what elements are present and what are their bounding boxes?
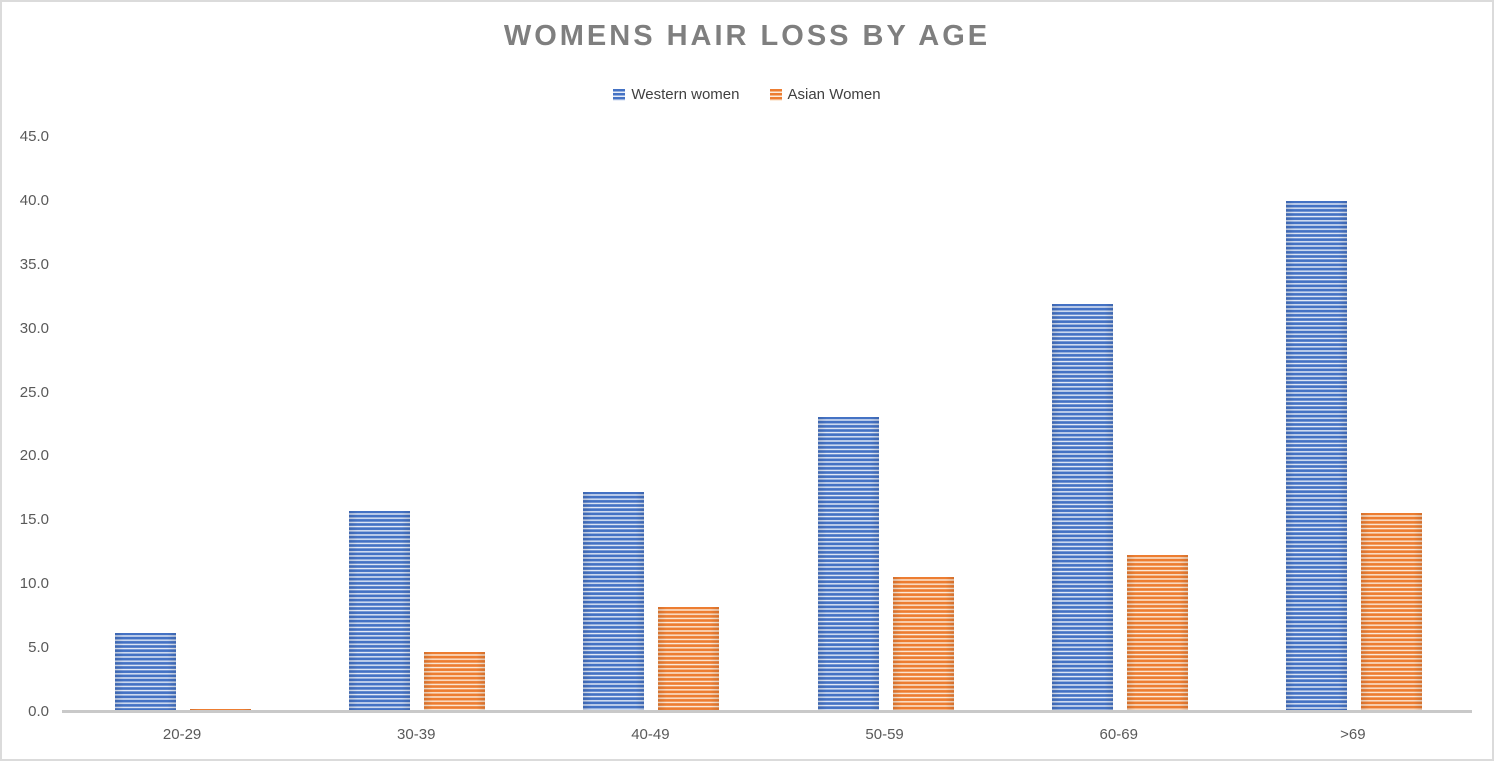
bar-group-50-59 <box>768 137 1002 712</box>
x-axis-label->69: >69 <box>1340 726 1366 743</box>
bar-group-40-49 <box>533 137 767 712</box>
bar-group-60-69 <box>1002 137 1236 712</box>
y-axis-tick-label-30.0: 30.0 <box>19 319 49 337</box>
bar-asian-women-60-69 <box>1126 554 1188 712</box>
x-axis-label-60-69: 60-69 <box>1099 726 1138 743</box>
legend-label-asian-women: Asian Women <box>787 86 881 103</box>
y-axis-tick-label-15.0: 15.0 <box>19 511 49 529</box>
bar-western-women-30-39 <box>349 511 411 712</box>
y-axis-tick-label-5.0: 5.0 <box>28 639 49 657</box>
legend-marker-asian-women-icon <box>769 88 782 101</box>
chart-title: WOMENS HAIR LOSS BY AGE <box>503 20 991 52</box>
bar-western-women-40-49 <box>583 492 645 712</box>
plot-area <box>65 137 1470 712</box>
x-axis-label-50-59: 50-59 <box>865 726 904 743</box>
legend-label-western-women: Western women <box>631 86 740 103</box>
bar-western-women-60-69 <box>1051 304 1113 712</box>
x-axis-label-30-39: 30-39 <box>397 726 436 743</box>
bar-asian-women->69 <box>1360 512 1422 712</box>
bar-western-women-50-59 <box>817 416 879 712</box>
y-axis-tick-label-40.0: 40.0 <box>19 191 49 209</box>
y-axis: 0.0 5.0 10.0 15.0 20.0 25.0 30.0 35.0 40.0 45.0 <box>2 2 49 759</box>
bar-group-20-29 <box>65 137 299 712</box>
x-axis-label-20-29: 20-29 <box>162 726 202 743</box>
legend: Western women Asian Women <box>2 86 1492 103</box>
y-axis-tick-label-20.0: 20.0 <box>19 447 49 465</box>
legend-item-western-women: Western women <box>613 86 740 103</box>
y-axis-tick-label-45.0: 45.0 <box>19 128 49 145</box>
x-axis-label-40-49: 40-49 <box>631 726 670 743</box>
x-axis-line <box>62 710 1472 713</box>
bar-western-women-20-29 <box>115 632 176 712</box>
y-axis-tick-label-0.0: 0.0 <box>28 703 49 720</box>
bar-group-30-39 <box>299 137 533 712</box>
x-axis: 20-29 30-39 40-49 50-59 60-69 >69 <box>65 726 1470 746</box>
bar-group->69 <box>1236 137 1470 712</box>
legend-item-asian-women: Asian Women <box>769 86 881 103</box>
y-axis-tick-label-35.0: 35.0 <box>19 255 49 273</box>
y-axis-tick-label-10.0: 10.0 <box>19 575 49 593</box>
bar-asian-women-30-39 <box>424 651 486 712</box>
bar-asian-women-50-59 <box>892 576 954 712</box>
bar-asian-women-40-49 <box>658 607 720 712</box>
y-axis-tick-label-25.0: 25.0 <box>19 383 49 401</box>
legend-marker-western-women-icon <box>613 88 626 101</box>
bar-western-women->69 <box>1285 200 1347 712</box>
